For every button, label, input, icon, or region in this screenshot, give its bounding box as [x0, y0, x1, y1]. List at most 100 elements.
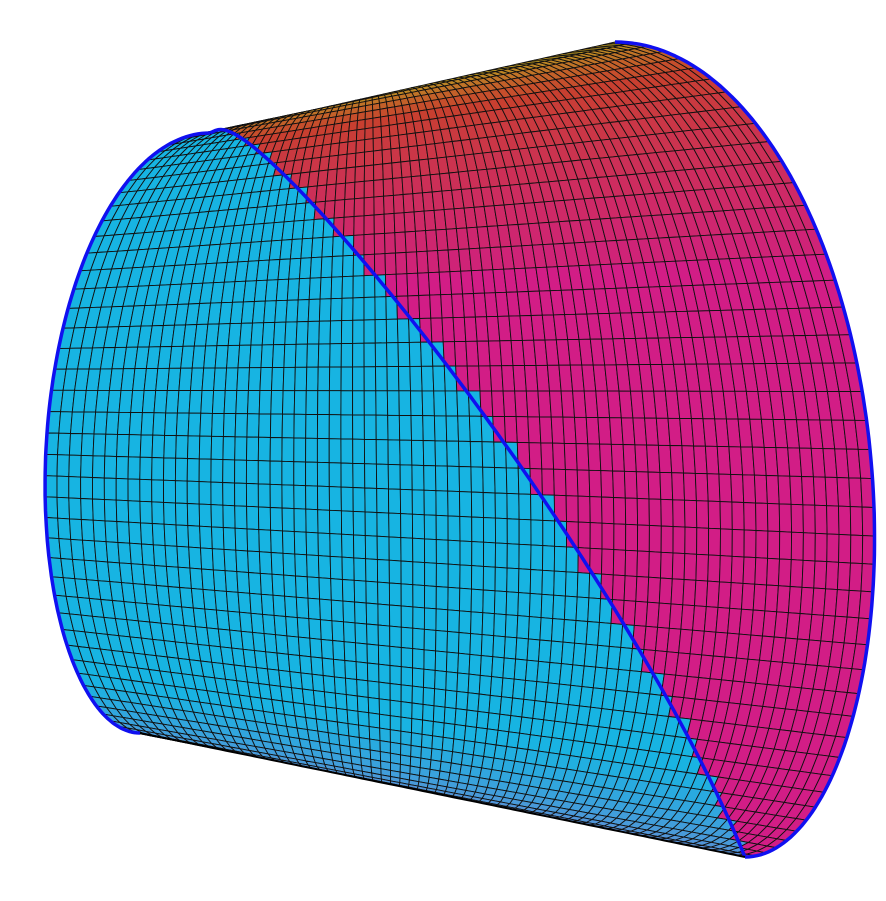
mesh-cell: [400, 716, 413, 734]
mesh-cell: [611, 574, 626, 601]
mesh-cell: [367, 696, 380, 715]
mesh-cell: [309, 637, 323, 659]
mesh-cell: [478, 674, 493, 696]
mesh-cell: [482, 565, 496, 592]
mesh-cell: [334, 182, 346, 201]
mesh-cell: [336, 721, 350, 737]
mesh-cell: [530, 519, 544, 547]
mesh-cell: [389, 664, 402, 686]
mesh-cell: [432, 720, 445, 738]
mesh-cell: [364, 138, 374, 153]
mesh-cell: [516, 615, 530, 640]
mesh-cell: [177, 566, 192, 589]
mesh-cell: [380, 115, 390, 127]
mesh-cell: [342, 254, 354, 278]
mesh-cell: [527, 616, 542, 641]
mesh-cell: [695, 553, 709, 582]
mesh-cell: [296, 617, 311, 639]
mesh-cell: [213, 367, 228, 392]
mesh-cell: [478, 365, 493, 392]
mesh-cell: [328, 390, 342, 416]
mesh-cell: [574, 416, 589, 445]
mesh-cell: [352, 487, 366, 513]
mesh-cell: [331, 620, 345, 643]
right-edge: [614, 40, 877, 859]
mesh-cell: [139, 500, 153, 524]
mesh-cell: [153, 390, 168, 414]
mesh-cell: [175, 435, 189, 459]
mesh-cell: [176, 545, 191, 569]
mesh-cell: [824, 476, 839, 507]
mesh-cell: [317, 390, 330, 416]
mesh-cell: [139, 456, 153, 481]
mesh-cell: [399, 488, 413, 515]
mesh-cell: [432, 365, 446, 392]
mesh-cell: [589, 496, 603, 524]
mesh-cell: [258, 390, 272, 415]
mesh-cell: [336, 153, 348, 170]
mesh-cell: [403, 211, 416, 233]
mesh-cell: [468, 653, 482, 676]
mesh-cell: [92, 498, 106, 522]
mesh-cell: [365, 558, 379, 583]
left-edge: [43, 131, 211, 735]
mesh-cell: [506, 518, 520, 545]
mesh-cell: [376, 535, 390, 561]
mesh-cell: [469, 441, 484, 468]
mesh-cell: [400, 583, 414, 608]
mesh-cell: [223, 548, 238, 573]
mesh-cell: [178, 367, 193, 391]
mesh-cell: [755, 530, 769, 559]
mesh-cell: [127, 478, 141, 502]
mesh-cell: [622, 444, 637, 473]
mesh-cell: [684, 526, 698, 555]
mesh-cell: [813, 560, 828, 590]
mesh-cell: [341, 533, 355, 559]
mesh-cell: [504, 614, 519, 639]
mesh-cell: [210, 435, 224, 461]
mesh-cell: [429, 294, 443, 319]
mesh-cell: [374, 296, 387, 321]
mesh-cell: [379, 727, 391, 743]
mesh-cell: [282, 552, 296, 577]
mesh-cell: [730, 473, 745, 503]
mesh-cell: [333, 199, 346, 219]
mesh-cell: [186, 503, 201, 527]
mesh-cell: [301, 219, 315, 240]
mesh-cell: [345, 694, 359, 712]
mesh-cell: [355, 128, 366, 142]
mesh-cell: [263, 300, 277, 324]
mesh-cell: [129, 542, 144, 566]
mesh-cell: [275, 278, 290, 302]
mesh-cell: [294, 553, 308, 578]
mesh-cell: [502, 657, 517, 680]
mesh-cell: [637, 524, 650, 553]
mesh-cell: [363, 319, 376, 344]
mesh-cell: [328, 486, 342, 512]
mesh-cell: [434, 440, 448, 467]
mesh-cell: [530, 544, 544, 571]
mesh-cell: [410, 744, 422, 759]
mesh-cell: [518, 543, 532, 570]
mesh-cell: [574, 620, 589, 645]
mesh-cell: [445, 651, 459, 674]
mesh-cell: [399, 464, 413, 491]
mesh-cell: [400, 666, 414, 687]
mesh-cell: [187, 412, 202, 437]
mesh-cell: [447, 515, 461, 542]
mesh-cell: [408, 341, 422, 367]
mesh-cell: [398, 414, 412, 441]
mesh-cell: [506, 492, 520, 520]
mesh-cell: [375, 414, 389, 441]
mesh-cell: [447, 609, 460, 633]
mesh-cell: [93, 411, 108, 435]
mesh-cell: [235, 549, 249, 573]
mesh-cell: [489, 365, 504, 392]
mesh-cell: [560, 641, 576, 666]
mesh-cell: [454, 708, 468, 727]
mesh-cell: [211, 526, 225, 550]
mesh-cell: [305, 390, 319, 415]
mesh-cell: [400, 513, 414, 539]
mesh-cell: [352, 390, 365, 416]
mesh-cell: [186, 480, 200, 505]
